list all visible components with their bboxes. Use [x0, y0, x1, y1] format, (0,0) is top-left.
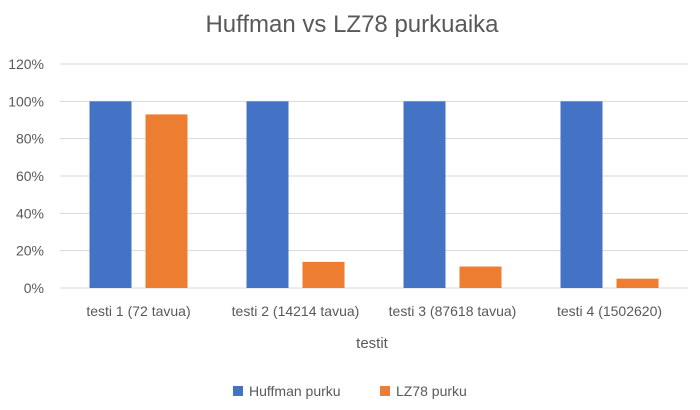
x-tick-label: testi 2 (14214 tavua)	[232, 303, 360, 319]
x-tick-label: testi 3 (87618 tavua)	[389, 303, 517, 319]
y-tick-label: 0%	[24, 280, 44, 296]
x-tick-label: testi 4 (1502620)	[557, 303, 662, 319]
y-tick-label: 80%	[16, 131, 44, 147]
bar-huffman-2	[246, 101, 289, 288]
y-axis-ticks: 0% 20% 40% 60% 80% 100% 120%	[8, 56, 44, 296]
legend-swatch-huffman	[233, 386, 243, 396]
legend-swatch-lz78	[380, 386, 390, 396]
y-tick-label: 20%	[16, 243, 44, 259]
bar-huffman-3	[403, 101, 446, 288]
bars	[89, 101, 659, 289]
bar-huffman-1	[89, 101, 132, 288]
x-axis-title: testit	[356, 335, 389, 352]
legend-label: Huffman purku	[249, 383, 341, 399]
bar-lz78-3	[459, 266, 502, 288]
bar-huffman-4	[560, 101, 603, 288]
x-axis-ticks: testi 1 (72 tavua) testi 2 (14214 tavua) t…	[86, 303, 662, 319]
bar-lz78-2	[302, 261, 345, 288]
y-tick-label: 100%	[8, 93, 44, 109]
legend: Huffman purku LZ78 purku	[233, 383, 467, 399]
chart-title: Huffman vs LZ78 purkuaika	[205, 11, 499, 38]
x-tick-label: testi 1 (72 tavua)	[86, 303, 190, 319]
y-tick-label: 40%	[16, 205, 44, 221]
y-tick-label: 60%	[16, 168, 44, 184]
y-tick-label: 120%	[8, 56, 44, 72]
bar-lz78-4	[616, 278, 659, 288]
bar-lz78-1	[145, 114, 188, 289]
legend-label: LZ78 purku	[396, 383, 467, 399]
